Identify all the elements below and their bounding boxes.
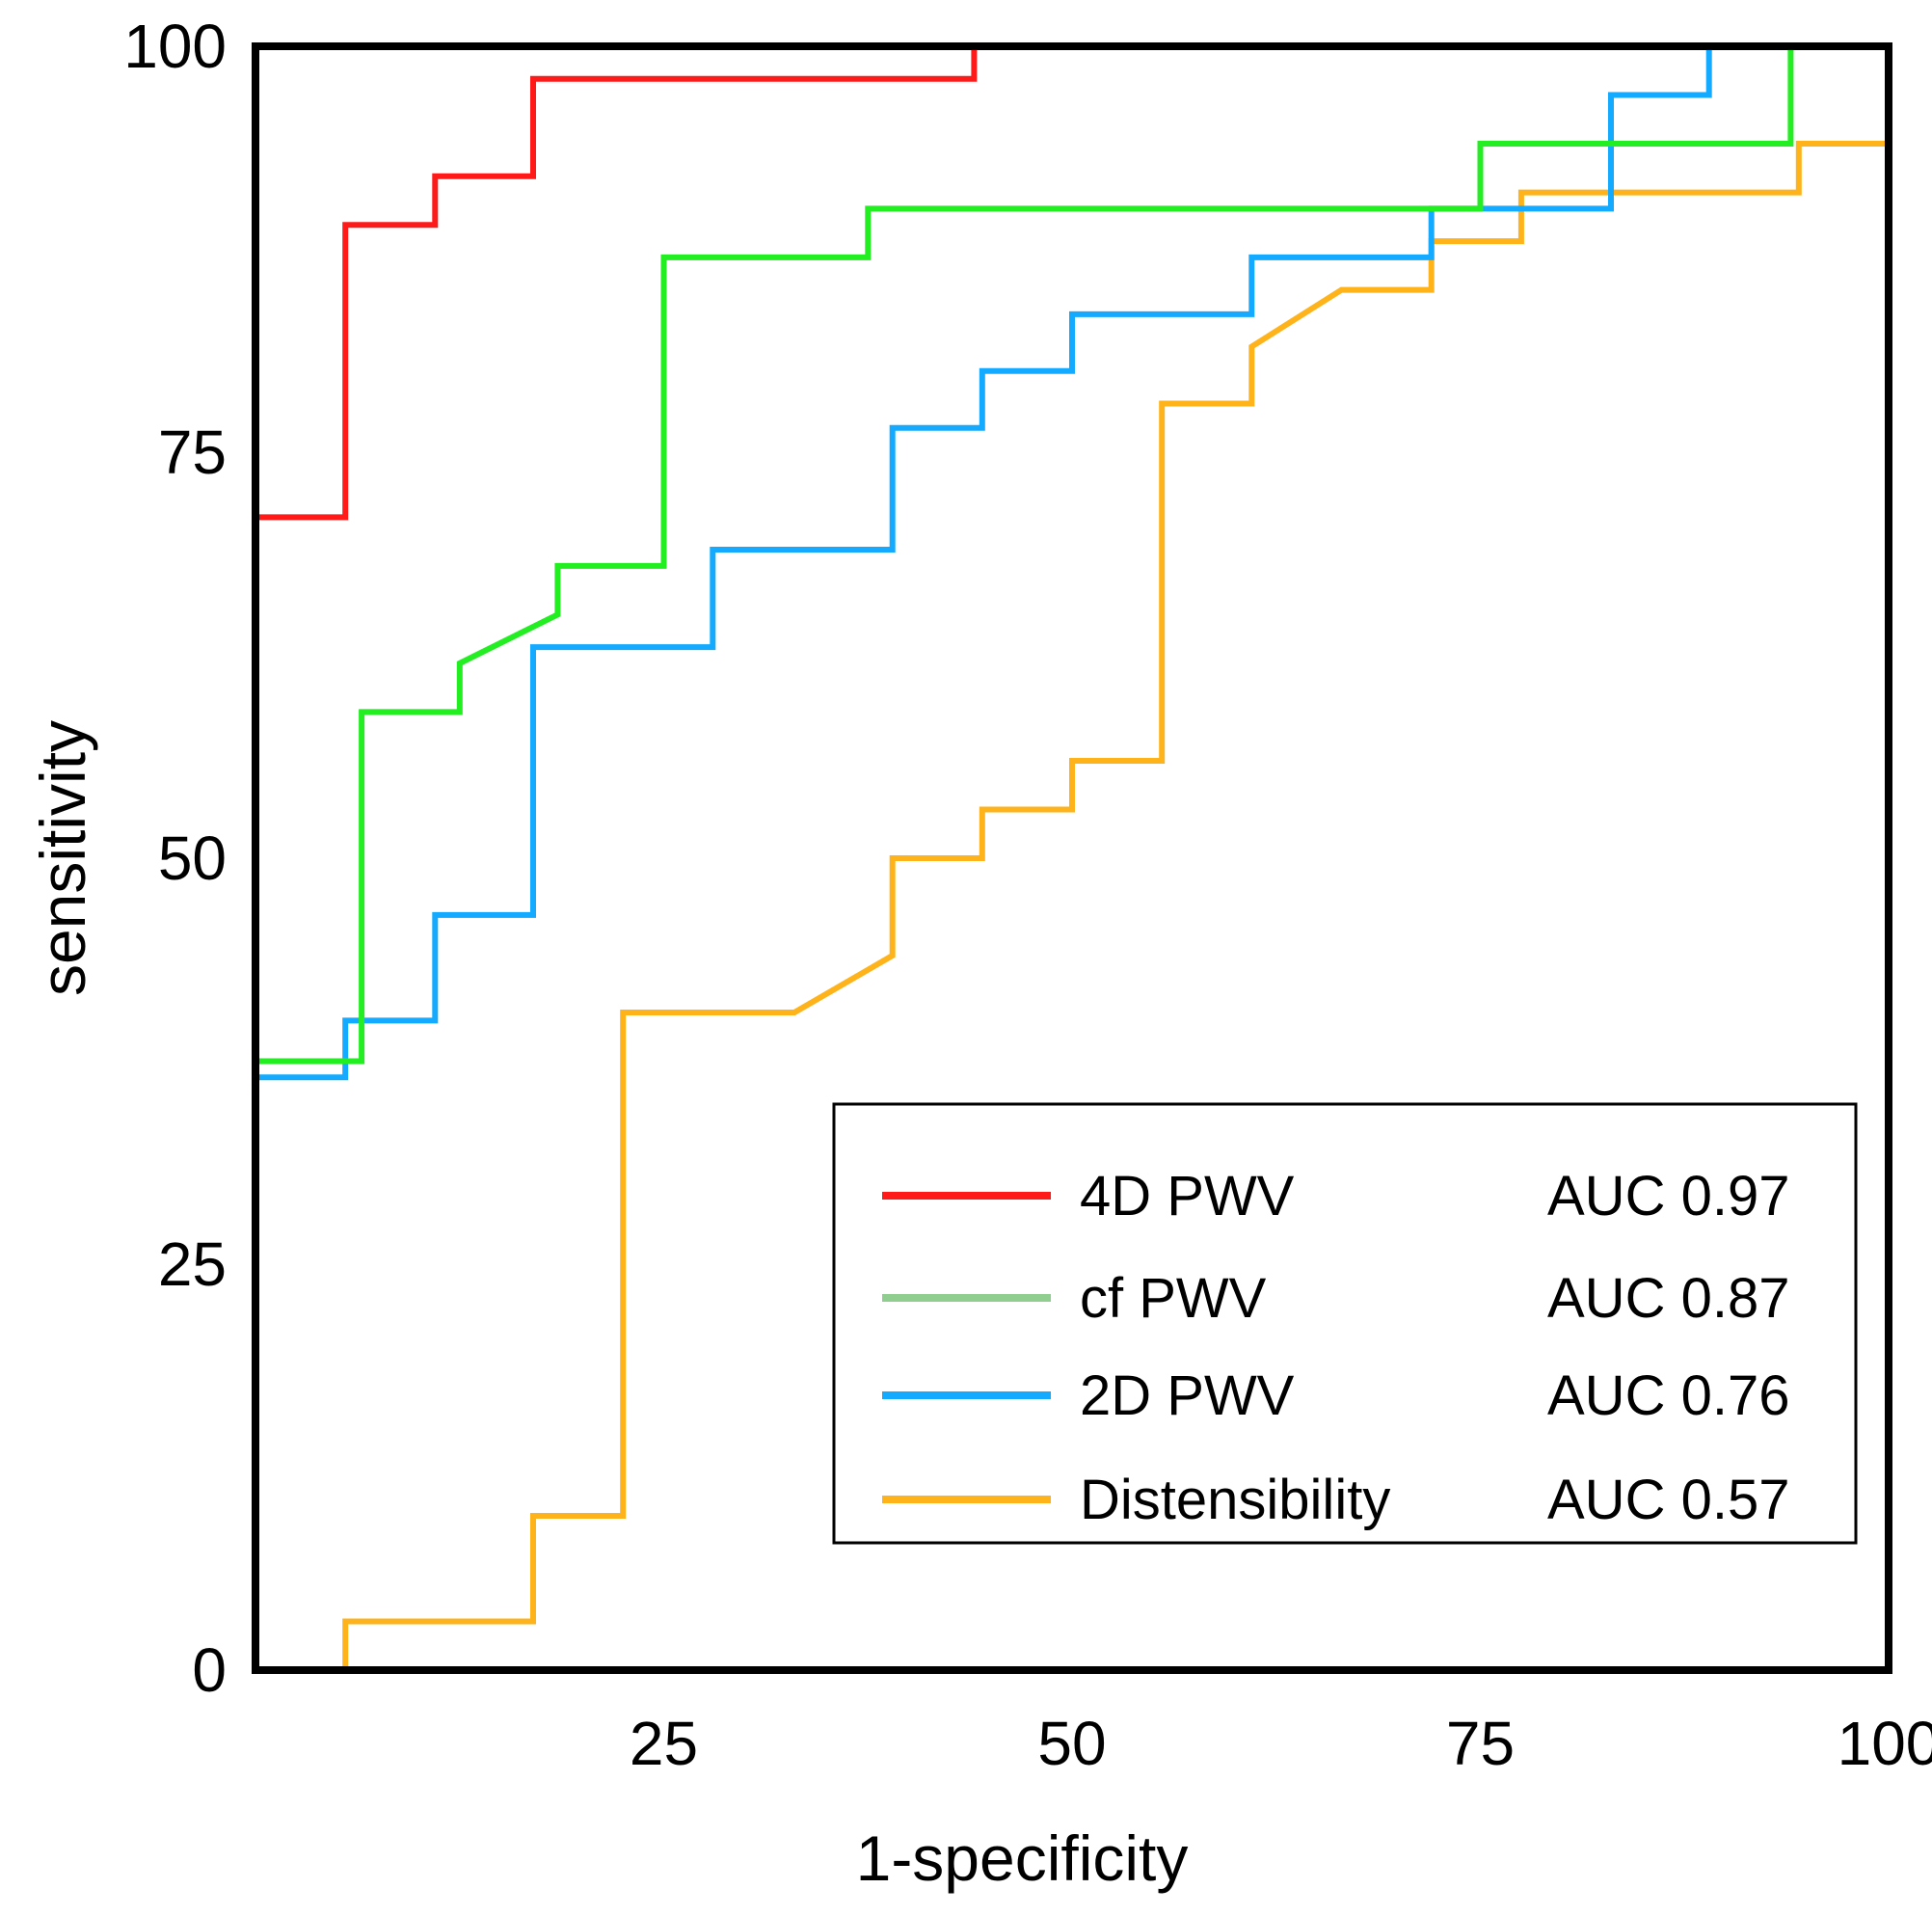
y-tick-label: 25 bbox=[158, 1229, 227, 1299]
roc-curve-4d-pwv bbox=[255, 46, 978, 521]
legend: 4D PWV AUC 0.97 cf PWV AUC 0.87 2D PWV AUC 0.… bbox=[832, 1102, 1858, 1545]
roc-curve-2d-pwv bbox=[255, 46, 1712, 1081]
x-tick-label: 100 bbox=[1838, 1709, 1932, 1778]
y-tick-label: 75 bbox=[158, 418, 227, 487]
legend-box bbox=[832, 1102, 1858, 1545]
legend-auc-4d-pwv: AUC 0.97 bbox=[1547, 1165, 1789, 1228]
legend-auc-distensibility: AUC 0.57 bbox=[1547, 1469, 1789, 1531]
legend-label-4d-pwv: 4D PWV bbox=[1080, 1165, 1295, 1228]
legend-auc-2d-pwv: AUC 0.76 bbox=[1547, 1364, 1789, 1427]
legend-auc-cf-pwv: AUC 0.87 bbox=[1547, 1267, 1789, 1330]
x-tick-label: 25 bbox=[630, 1709, 698, 1778]
y-tick-label: 100 bbox=[123, 12, 227, 81]
x-axis-title: 1-specificity bbox=[856, 1822, 1189, 1894]
legend-label-cf-pwv: cf PWV bbox=[1080, 1267, 1267, 1330]
plot-frame bbox=[252, 42, 1892, 1674]
roc-curve-cf-pwv bbox=[255, 46, 1794, 1065]
y-axis-title: sensitivity bbox=[27, 720, 98, 996]
legend-label-2d-pwv: 2D PWV bbox=[1080, 1364, 1295, 1427]
tick-labels: 25 50 75 100 0 25 50 75 100 bbox=[123, 12, 1932, 1778]
legend-label-distensibility: Distensibility bbox=[1080, 1469, 1390, 1531]
legend-items: 4D PWV AUC 0.97 cf PWV AUC 0.87 2D PWV AUC 0.… bbox=[882, 1165, 1789, 1531]
x-tick-label: 50 bbox=[1037, 1709, 1106, 1778]
y-tick-label: 50 bbox=[158, 823, 227, 893]
y-tick-label: 0 bbox=[192, 1635, 227, 1705]
roc-curve-distensibility bbox=[255, 141, 1889, 1673]
x-tick-label: 75 bbox=[1446, 1709, 1515, 1778]
roc-curves bbox=[255, 46, 1889, 1673]
